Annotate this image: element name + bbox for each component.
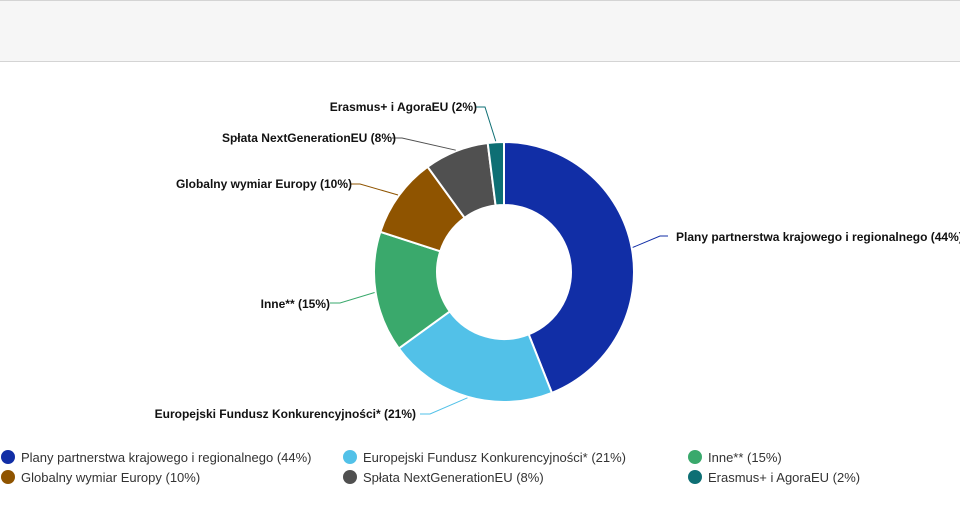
slice-label: Globalny wymiar Europy (10%) [176,177,352,191]
legend-label: Plany partnerstwa krajowego i regionalne… [21,449,312,465]
legend-marker [1,470,15,484]
legend-label: Erasmus+ i AgoraEU (2%) [708,469,861,485]
legend-label: Inne** (15%) [708,449,782,465]
label-connector [420,397,468,415]
top-toolbar [0,0,960,62]
label-connector [392,137,456,151]
legend-item-erasmus[interactable]: Erasmus+ i AgoraEU (2%) [688,469,960,485]
slice-label: Spłata NextGenerationEU (8%) [222,131,396,145]
slice-erasmus[interactable] [486,140,505,207]
label-connector [350,183,399,196]
legend-label: Europejski Fundusz Konkurencyjności* (21… [363,449,627,465]
legend-marker [343,450,357,464]
legend-item-plany[interactable]: Plany partnerstwa krajowego i regionalne… [0,449,343,465]
chart-legend: Plany partnerstwa krajowego i regionalne… [0,449,960,485]
slice-label: Plany partnerstwa krajowego i regionalne… [676,230,960,244]
legend-item-globalny[interactable]: Globalny wymiar Europy (10%) [0,469,343,485]
legend-item-inne[interactable]: Inne** (15%) [688,449,960,465]
label-connector [330,292,375,304]
legend-marker [688,470,702,484]
donut-chart: Plany partnerstwa krajowego i regionalne… [155,100,960,421]
legend-label: Globalny wymiar Europy (10%) [21,469,201,485]
legend-marker [343,470,357,484]
legend-item-efk[interactable]: Europejski Fundusz Konkurencyjności* (21… [343,449,688,465]
legend-item-splata[interactable]: Spłata NextGenerationEU (8%) [343,469,688,485]
slice-label: Inne** (15%) [261,297,330,311]
label-connector [632,235,668,248]
slice-label: Erasmus+ i AgoraEU (2%) [330,100,477,114]
slice-plany[interactable] [503,140,635,395]
slice-label: Europejski Fundusz Konkurencyjności* (21… [155,407,416,421]
slice-efk[interactable] [397,309,554,403]
label-connector [475,106,497,142]
legend-marker [1,450,15,464]
legend-marker [688,450,702,464]
legend-label: Spłata NextGenerationEU (8%) [363,469,544,485]
